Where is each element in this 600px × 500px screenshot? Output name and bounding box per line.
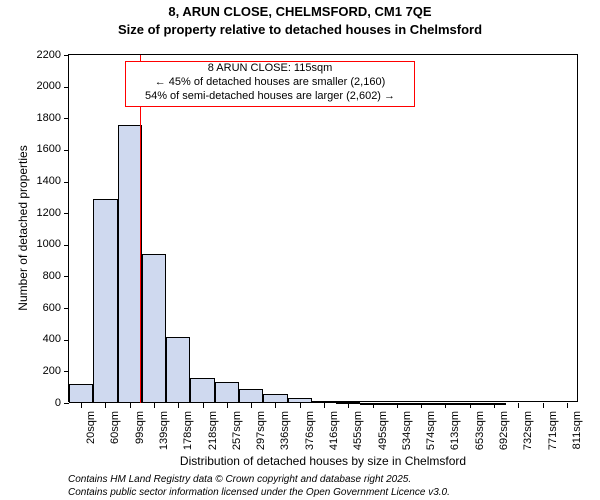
histogram-bar	[93, 199, 117, 403]
x-tick-mark	[130, 403, 131, 408]
y-tick-mark	[64, 308, 69, 309]
x-tick-mark	[543, 403, 544, 408]
annotation-line: 8 ARUN CLOSE: 115sqm	[126, 62, 414, 76]
x-tick-mark	[203, 403, 204, 408]
x-tick-mark	[275, 403, 276, 408]
x-tick-mark	[567, 403, 568, 408]
y-tick-mark	[64, 182, 69, 183]
y-tick-label: 1800	[21, 112, 61, 124]
x-tick-mark	[348, 403, 349, 408]
chart-title-line2: Size of property relative to detached ho…	[0, 22, 600, 37]
x-tick-mark	[324, 403, 325, 408]
x-tick-mark	[227, 403, 228, 408]
y-tick-mark	[64, 340, 69, 341]
x-tick-mark	[397, 403, 398, 408]
y-tick-mark	[64, 213, 69, 214]
histogram-bar	[69, 384, 93, 403]
x-tick-mark	[105, 403, 106, 408]
histogram-bar	[166, 337, 190, 403]
y-tick-mark	[64, 118, 69, 119]
credits-line1: Contains HM Land Registry data © Crown c…	[68, 474, 411, 485]
x-tick-mark	[373, 403, 374, 408]
y-tick-label: 200	[21, 365, 61, 377]
histogram-bar	[239, 389, 263, 403]
y-tick-label: 2000	[21, 80, 61, 92]
y-tick-label: 400	[21, 333, 61, 345]
y-tick-mark	[64, 276, 69, 277]
histogram-bar	[215, 382, 239, 403]
x-axis-label: Distribution of detached houses by size …	[68, 454, 578, 468]
y-tick-mark	[64, 371, 69, 372]
histogram-bar	[142, 254, 166, 403]
y-tick-mark	[64, 87, 69, 88]
plot-area: 0200400600800100012001400160018002000220…	[68, 54, 578, 402]
annotation-line: ← 45% of detached houses are smaller (2,…	[126, 76, 414, 90]
annotation-line: 54% of semi-detached houses are larger (…	[126, 90, 414, 104]
property-marker-line	[140, 55, 141, 403]
histogram-bar	[190, 378, 214, 403]
x-tick-mark	[518, 403, 519, 408]
credits-line2: Contains public sector information licen…	[68, 487, 450, 498]
y-tick-mark	[64, 150, 69, 151]
x-tick-mark	[300, 403, 301, 408]
x-tick-mark	[251, 403, 252, 408]
x-tick-mark	[494, 403, 495, 408]
y-tick-label: 2200	[21, 49, 61, 61]
x-tick-mark	[178, 403, 179, 408]
y-tick-label: 0	[21, 397, 61, 409]
x-tick-mark	[445, 403, 446, 408]
x-tick-mark	[470, 403, 471, 408]
x-tick-mark	[154, 403, 155, 408]
x-tick-mark	[421, 403, 422, 408]
chart-container: 8, ARUN CLOSE, CHELMSFORD, CM1 7QE Size …	[0, 0, 600, 500]
y-tick-mark	[64, 245, 69, 246]
x-tick-mark	[81, 403, 82, 408]
y-tick-mark	[64, 403, 69, 404]
annotation-box: 8 ARUN CLOSE: 115sqm← 45% of detached ho…	[125, 61, 415, 107]
chart-title-line1: 8, ARUN CLOSE, CHELMSFORD, CM1 7QE	[0, 4, 600, 19]
y-tick-mark	[64, 55, 69, 56]
histogram-bar	[118, 125, 142, 403]
y-axis-label: Number of detached properties	[16, 128, 30, 328]
histogram-bar	[263, 394, 287, 403]
